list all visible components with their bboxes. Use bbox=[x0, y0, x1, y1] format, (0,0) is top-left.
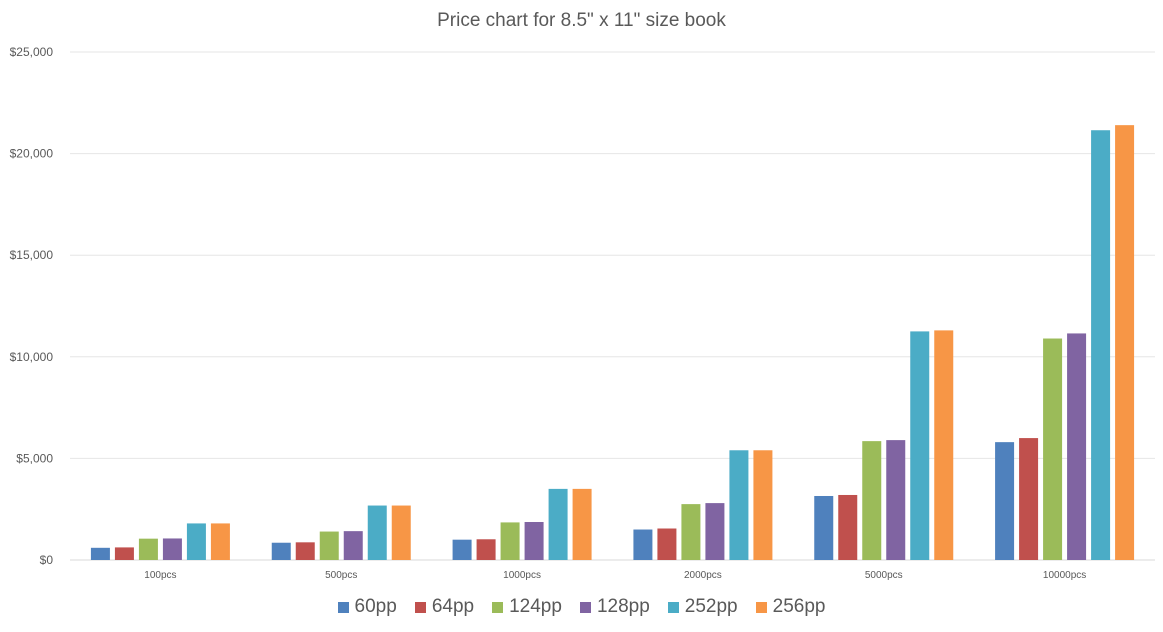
y-tick-label: $20,000 bbox=[10, 147, 54, 161]
legend-label: 124pp bbox=[509, 596, 562, 617]
bar-64pp-2000pcs bbox=[657, 528, 677, 560]
legend-swatch bbox=[492, 601, 504, 613]
chart-legend: 60pp 64pp 124pp 128pp 252pp 256pp bbox=[0, 596, 1163, 618]
x-tick-label: 2000pcs bbox=[684, 570, 722, 581]
legend-item: 124pp bbox=[492, 596, 562, 618]
legend-item: 60pp bbox=[337, 596, 397, 618]
bar-64pp-5000pcs bbox=[838, 494, 858, 560]
bar-128pp-10000pcs bbox=[1067, 333, 1087, 560]
y-tick-label: $5,000 bbox=[16, 451, 53, 465]
bar-252pp-10000pcs bbox=[1091, 130, 1111, 560]
bar-60pp-10000pcs bbox=[995, 442, 1015, 560]
legend-item: 252pp bbox=[667, 596, 738, 618]
legend-swatch bbox=[667, 601, 679, 613]
legend-swatch bbox=[414, 601, 426, 613]
legend-label: 64pp bbox=[431, 596, 475, 617]
bar-124pp-5000pcs bbox=[862, 441, 882, 560]
y-tick-label: $0 bbox=[40, 553, 54, 567]
bar-64pp-500pcs bbox=[295, 542, 315, 560]
legend-item: 128pp bbox=[579, 596, 650, 618]
bar-124pp-100pcs bbox=[138, 538, 158, 560]
bar-256pp-500pcs bbox=[391, 505, 411, 560]
bar-128pp-100pcs bbox=[162, 538, 182, 560]
x-tick-label: 100pcs bbox=[144, 570, 176, 581]
legend-item: 64pp bbox=[414, 596, 475, 618]
bar-252pp-500pcs bbox=[367, 505, 387, 560]
bar-256pp-5000pcs bbox=[934, 330, 954, 560]
bar-64pp-10000pcs bbox=[1019, 438, 1039, 560]
bar-60pp-1000pcs bbox=[452, 539, 472, 560]
legend-item: 256pp bbox=[755, 596, 826, 618]
bar-252pp-5000pcs bbox=[910, 331, 930, 560]
bar-252pp-100pcs bbox=[186, 523, 206, 560]
x-tick-label: 1000pcs bbox=[503, 570, 541, 581]
bar-252pp-2000pcs bbox=[729, 450, 749, 560]
bar-256pp-10000pcs bbox=[1115, 125, 1135, 560]
bar-64pp-100pcs bbox=[114, 547, 134, 560]
legend-label: 60pp bbox=[354, 596, 397, 617]
legend-label: 252pp bbox=[684, 596, 738, 617]
bar-60pp-500pcs bbox=[271, 542, 291, 560]
bar-124pp-10000pcs bbox=[1043, 338, 1063, 560]
bar-128pp-500pcs bbox=[343, 531, 363, 560]
bar-124pp-2000pcs bbox=[681, 504, 701, 560]
bar-64pp-1000pcs bbox=[476, 539, 496, 560]
bar-252pp-1000pcs bbox=[548, 488, 568, 560]
bar-256pp-2000pcs bbox=[753, 450, 773, 560]
x-tick-label: 10000pcs bbox=[1043, 570, 1086, 581]
bar-60pp-5000pcs bbox=[814, 495, 834, 560]
bar-60pp-100pcs bbox=[90, 547, 110, 560]
legend-label: 128pp bbox=[596, 596, 650, 617]
y-tick-label: $25,000 bbox=[10, 45, 54, 59]
legend-swatch bbox=[337, 601, 349, 613]
bar-128pp-5000pcs bbox=[886, 440, 906, 560]
x-tick-label: 5000pcs bbox=[865, 570, 903, 581]
x-tick-label: 500pcs bbox=[325, 570, 357, 581]
bar-128pp-2000pcs bbox=[705, 503, 725, 560]
chart-title: Price chart for 8.5" x 11" size book bbox=[437, 10, 726, 31]
y-tick-label: $15,000 bbox=[10, 248, 54, 262]
bar-256pp-1000pcs bbox=[572, 488, 592, 560]
legend-swatch bbox=[755, 601, 767, 613]
bar-256pp-100pcs bbox=[210, 523, 230, 560]
bar-124pp-1000pcs bbox=[500, 522, 520, 560]
y-tick-label: $10,000 bbox=[10, 350, 54, 364]
legend-swatch bbox=[579, 601, 591, 613]
bar-124pp-500pcs bbox=[319, 531, 339, 560]
legend-label: 256pp bbox=[772, 596, 826, 617]
bar-60pp-2000pcs bbox=[633, 529, 653, 560]
bar-128pp-1000pcs bbox=[524, 522, 544, 560]
